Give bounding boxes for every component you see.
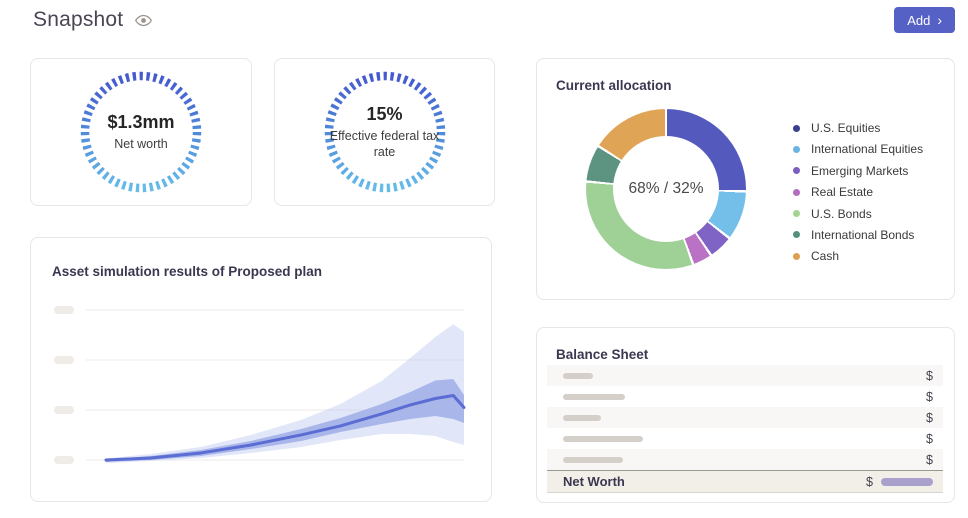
- page-title: Snapshot: [33, 8, 124, 31]
- row-currency: $: [926, 431, 933, 446]
- net-worth-value: $1.3mm: [107, 111, 175, 132]
- balance-sheet-row: $: [547, 407, 943, 428]
- row-placeholder: [563, 372, 593, 379]
- legend-item-cash: Cash: [793, 249, 923, 263]
- legend-label: International Bonds: [811, 227, 915, 242]
- legend-item-us-bonds: U.S. Bonds: [793, 207, 923, 221]
- chevron-right-icon: ›: [937, 11, 942, 28]
- balance-sheet-row: $: [547, 365, 943, 386]
- legend-dot: [793, 210, 800, 218]
- net-worth-card: $1.3mm Net worth: [30, 58, 252, 206]
- net-worth-label: Net worth: [114, 136, 168, 151]
- legend-label: U.S. Equities: [811, 121, 881, 135]
- y-axis-placeholder: [54, 356, 74, 364]
- simulation-title: Asset simulation results of Proposed pla…: [52, 264, 323, 279]
- net-worth-row: Net Worth $: [547, 470, 943, 493]
- legend-dot: [793, 124, 800, 132]
- asset-simulation-card: Asset simulation results of Proposed pla…: [30, 237, 492, 502]
- legend-label: Emerging Markets: [811, 163, 909, 178]
- dashed-ring-icon: [80, 71, 202, 193]
- row-placeholder: [563, 456, 623, 463]
- legend-label: U.S. Bonds: [811, 206, 872, 221]
- net-worth-row-label: Net Worth: [563, 474, 625, 489]
- legend-dot: [793, 145, 800, 153]
- donut-hole: [613, 136, 719, 242]
- y-axis-placeholder: [54, 306, 74, 314]
- legend-dot: [793, 231, 800, 239]
- allocation-legend: U.S. Equities International Equities Eme…: [793, 121, 923, 263]
- legend-dot: [793, 167, 800, 175]
- y-axis-placeholder: [54, 406, 74, 414]
- tax-rate-card: 15% Effective federal tax rate: [274, 58, 495, 206]
- header: Snapshot: [33, 8, 154, 32]
- legend-item-us-equities: U.S. Equities: [793, 121, 923, 135]
- allocation-center-label: 68% / 32%: [628, 180, 704, 197]
- add-button[interactable]: Add ›: [894, 7, 955, 33]
- allocation-title: Current allocation: [556, 78, 672, 93]
- current-allocation-card: Current allocation 68% / 32% U.S. Equiti…: [536, 58, 955, 300]
- row-currency: $: [926, 452, 933, 467]
- simulation-chart: [54, 306, 466, 464]
- row-currency: $: [926, 389, 933, 404]
- allocation-donut-chart: 68% / 32%: [586, 109, 746, 269]
- balance-sheet-card: Balance Sheet $ $ $ $ $ Net Worth $: [536, 327, 955, 503]
- legend-item-international-bonds: International Bonds: [793, 228, 923, 242]
- row-placeholder: [563, 414, 601, 421]
- legend-label: Real Estate: [811, 185, 874, 200]
- dashed-ring: $1.3mm Net worth: [77, 68, 205, 196]
- legend-label: International Equities: [811, 142, 924, 157]
- balance-sheet-title: Balance Sheet: [556, 347, 649, 362]
- legend-item-international-equities: International Equities: [793, 142, 923, 156]
- row-currency: $: [926, 368, 933, 383]
- balance-sheet-row: $: [547, 449, 943, 470]
- balance-sheet-row: $: [547, 428, 943, 449]
- legend-item-real-estate: Real Estate: [793, 185, 923, 199]
- net-worth-pill: [881, 477, 933, 486]
- legend-label: Cash: [811, 249, 840, 264]
- add-button-label: Add: [907, 12, 931, 28]
- row-placeholder: [563, 435, 643, 442]
- visibility-eye-icon[interactable]: [133, 12, 154, 29]
- y-axis-placeholder: [54, 456, 74, 464]
- balance-sheet-rows: $ $ $ $ $ Net Worth $: [547, 365, 943, 493]
- dashed-ring: 15% Effective federal tax rate: [321, 68, 449, 196]
- legend-item-emerging-markets: Emerging Markets: [793, 164, 923, 178]
- balance-sheet-row: $: [547, 386, 943, 407]
- legend-dot: [793, 252, 800, 260]
- net-worth-currency: $: [866, 474, 873, 489]
- legend-dot: [793, 188, 800, 196]
- dashed-ring-icon: [324, 71, 445, 193]
- tax-rate-value: 15%: [366, 103, 403, 124]
- tax-rate-label: Effective federal tax rate: [329, 128, 440, 159]
- row-currency: $: [926, 410, 933, 425]
- row-placeholder: [563, 393, 625, 400]
